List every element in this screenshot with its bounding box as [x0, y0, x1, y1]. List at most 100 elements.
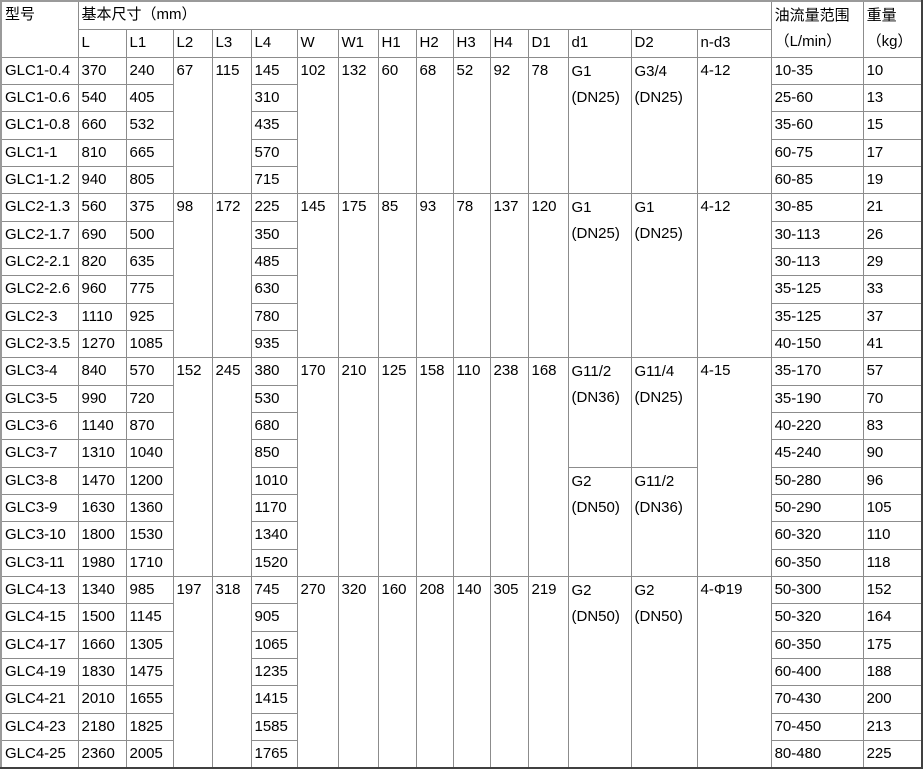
dimension-header-cell: H3: [452, 28, 491, 58]
data-cell: G2 (DN50): [567, 466, 632, 578]
data-cell: 1010: [250, 466, 298, 496]
data-cell: 690: [77, 220, 127, 249]
table-row-glc2-1: GLC2-1.7 690 500 350 30-113 26: [0, 220, 923, 249]
model-cell: GLC1-0.4: [0, 56, 79, 85]
model-cell: GLC4-17: [0, 630, 79, 660]
data-cell: 1660: [77, 630, 127, 660]
data-cell: 208: [415, 576, 454, 769]
data-cell: 50-300: [770, 576, 864, 605]
data-cell: 1710: [125, 548, 174, 578]
data-cell: 1470: [77, 466, 127, 496]
table-row-glc1-0: GLC1-0.4 370 240 67 115 145 102 132 60 68 52 92 78 G1…: [0, 56, 923, 195]
data-cell: 67: [172, 56, 213, 195]
data-cell: 175: [337, 193, 379, 359]
table-row-glc2-5: GLC2-3.5 1270 1085 935 40-150 41: [0, 329, 923, 359]
data-cell: 92: [489, 56, 529, 195]
data-cell: 238: [489, 357, 529, 578]
data-cell: 137: [489, 193, 529, 359]
data-cell: 26: [862, 220, 923, 249]
data-cell: 405: [125, 83, 174, 113]
dimension-header-cell: n-d3: [696, 28, 772, 58]
table-row-glc4-6: GLC4-25 2360 2005 1765 80-480 225: [0, 740, 923, 769]
data-cell: 540: [77, 83, 127, 113]
data-cell: 85: [377, 193, 417, 359]
data-cell: 29: [862, 247, 923, 277]
data-cell: 4-12: [696, 56, 772, 195]
table-row-glc2-2: GLC2-2.1 820 635 485 30-113 29: [0, 247, 923, 277]
data-cell: 305: [489, 576, 529, 769]
data-cell: 310: [250, 83, 298, 113]
model-cell: GLC4-15: [0, 603, 79, 632]
data-cell: 170: [296, 357, 339, 578]
table-row-glc2-0: GLC2-1.3 560 375 98 172 225 145 175 85 93 78 137 120…: [0, 193, 923, 359]
data-cell: 210: [337, 357, 379, 578]
data-cell: 1200: [125, 466, 174, 496]
data-cell: 115: [211, 56, 252, 195]
data-cell: 164: [862, 603, 923, 632]
dimension-header-cell: L3: [211, 28, 252, 58]
data-cell: 745: [250, 576, 298, 605]
data-cell: 1475: [125, 658, 174, 687]
data-cell: 720: [125, 384, 174, 413]
dimension-header-cell: L2: [172, 28, 213, 58]
data-cell: 570: [125, 357, 174, 386]
table-row-glc4-0: GLC4-13 1340 985 197 318 745 270 320 160 208 140 30…: [0, 576, 923, 769]
model-cell: GLC3-8: [0, 466, 79, 496]
table-row-glc3-1: GLC3-5 990 720 530 35-190 70: [0, 384, 923, 413]
data-cell: 10: [862, 56, 923, 85]
data-cell: 1530: [125, 521, 174, 550]
data-cell: 370: [77, 56, 127, 85]
model-cell: GLC4-25: [0, 740, 79, 769]
dimension-header-cell: d1: [567, 28, 632, 58]
data-cell: 1085: [125, 329, 174, 359]
model-cell: GLC3-7: [0, 439, 79, 468]
data-cell: 1170: [250, 493, 298, 523]
data-cell: 2010: [77, 685, 127, 714]
model-cell: GLC3-10: [0, 521, 79, 550]
data-cell: G11/2 (DN36): [567, 357, 632, 468]
data-cell: 105: [862, 493, 923, 523]
data-cell: 30-85: [770, 193, 864, 222]
model-cell: GLC3-5: [0, 384, 79, 413]
data-cell: 35-60: [770, 111, 864, 140]
data-cell: 13: [862, 83, 923, 113]
data-cell: 80-480: [770, 740, 864, 769]
data-cell: G1 (DN25): [630, 193, 698, 359]
data-cell: 188: [862, 658, 923, 687]
data-cell: 120: [527, 193, 569, 359]
data-cell: 1360: [125, 493, 174, 523]
data-cell: 935: [250, 329, 298, 359]
data-cell: 925: [125, 302, 174, 331]
data-cell: 60-320: [770, 521, 864, 550]
data-cell: 380: [250, 357, 298, 386]
group-header-cell: 型号: [0, 0, 79, 58]
data-cell: 240: [125, 56, 174, 85]
data-cell: 132: [337, 56, 379, 195]
data-cell: G1 (DN25): [567, 193, 632, 359]
table-row-glc3-6: GLC3-10 1800 1530 1340 60-320 110: [0, 521, 923, 550]
data-cell: 2005: [125, 740, 174, 769]
table-row-glc4-3: GLC4-19 1830 1475 1235 60-400 188: [0, 658, 923, 687]
data-cell: 1235: [250, 658, 298, 687]
data-cell: 1040: [125, 439, 174, 468]
model-cell: GLC4-19: [0, 658, 79, 687]
table-row-glc3-0: GLC3-4 840 570 152 245 380 170 210 125 158 110 238 1…: [0, 357, 923, 578]
data-cell: 1145: [125, 603, 174, 632]
data-cell: 110: [862, 521, 923, 550]
data-cell: 30-113: [770, 247, 864, 277]
data-cell: 35-125: [770, 302, 864, 331]
data-cell: 715: [250, 165, 298, 195]
data-cell: 168: [527, 357, 569, 578]
data-cell: 2360: [77, 740, 127, 769]
data-cell: 15: [862, 111, 923, 140]
table-row-glc1-3: GLC1-1 810 665 570 60-75 17: [0, 138, 923, 167]
data-cell: 175: [862, 630, 923, 660]
data-cell: 1500: [77, 603, 127, 632]
model-cell: GLC2-1.3: [0, 193, 79, 222]
data-cell: 17: [862, 138, 923, 167]
data-cell: 41: [862, 329, 923, 359]
data-cell: 4-15: [696, 357, 772, 578]
data-cell: 320: [337, 576, 379, 769]
data-cell: G11/4 (DN25): [630, 357, 698, 468]
